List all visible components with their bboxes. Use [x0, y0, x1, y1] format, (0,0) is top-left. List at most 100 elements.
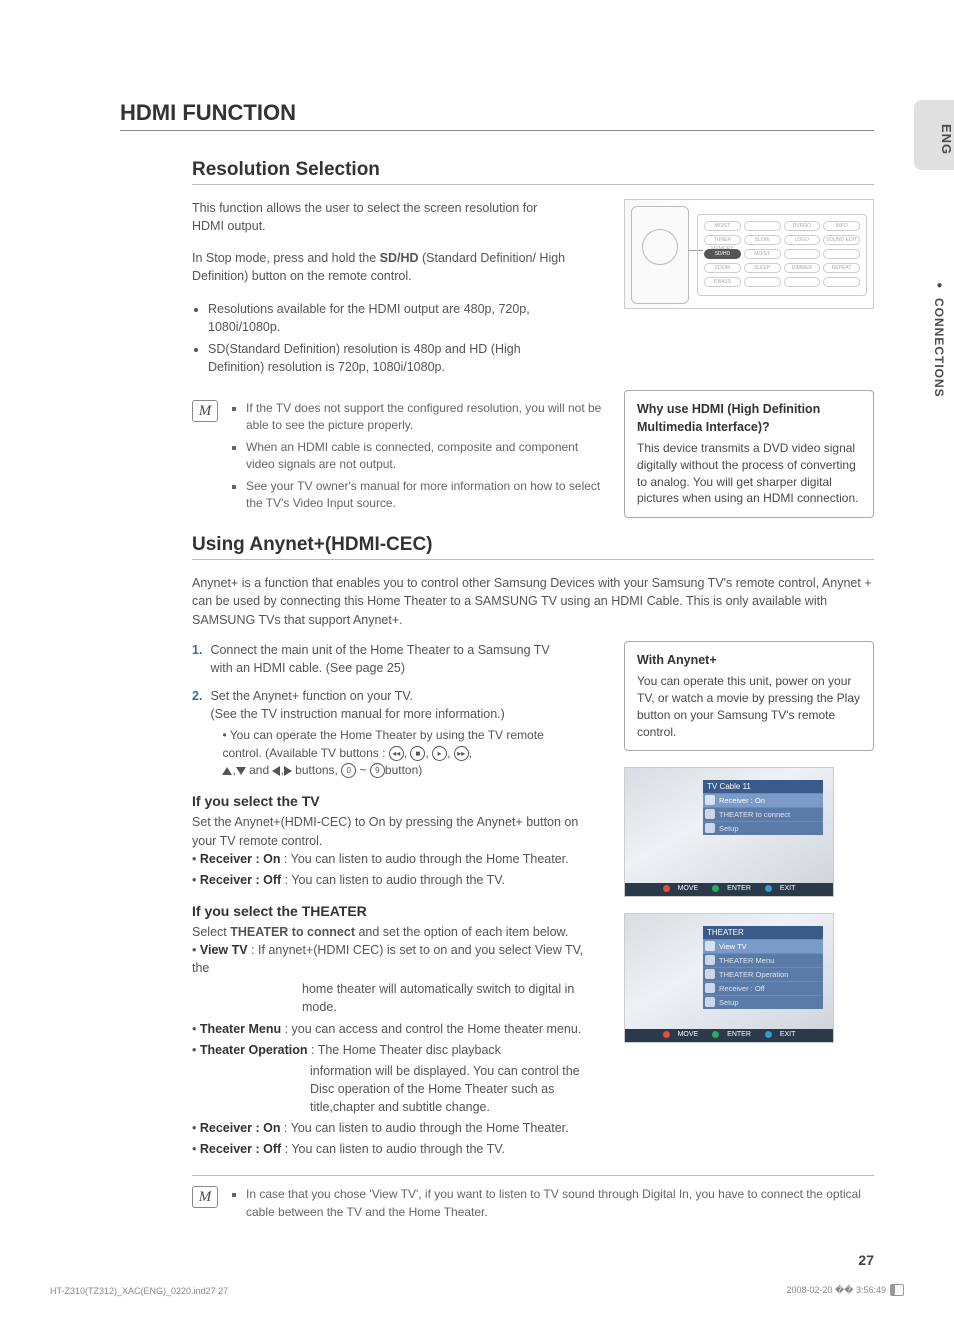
rb: DVRGO	[784, 221, 821, 231]
footer-date: 2008-02-20 �� 3:56:49	[786, 1285, 886, 1296]
final-note-row: M In case that you chose 'View TV', if y…	[192, 1186, 874, 1225]
step2-sub: You can operate the Home Theater by usin…	[210, 727, 562, 779]
rb	[744, 221, 781, 231]
sdhd-label: SD/HD	[380, 251, 419, 265]
footer-right: 2008-02-20 �� 3:56:49	[786, 1284, 904, 1296]
green-dot-icon	[712, 885, 719, 892]
anynet-intro: Anynet+ is a function that enables you t…	[192, 574, 874, 628]
lbl: Receiver : Off	[200, 1142, 281, 1156]
blue-dot-icon	[765, 1031, 772, 1038]
menu2-row-2: THEATER Menu	[703, 953, 823, 967]
t: Off	[755, 984, 765, 993]
rewind-icon: ◂◂	[389, 746, 404, 761]
menu1-nav: MOVE ENTER EXIT	[625, 883, 833, 896]
t: button)	[385, 763, 422, 777]
rb	[784, 277, 821, 287]
num0-icon: 0	[341, 763, 356, 778]
note-icon: M	[192, 400, 218, 422]
menu2-nav: MOVE ENTER EXIT	[625, 1029, 833, 1042]
rb: REPEAT	[823, 263, 860, 273]
t: Select	[192, 925, 230, 939]
rb	[744, 277, 781, 287]
rb: INFO	[823, 221, 860, 231]
rb	[823, 277, 860, 287]
rb: SOUND EDIT	[823, 235, 860, 245]
th-item-2: • Theater Menu : you can access and cont…	[192, 1020, 604, 1038]
res-intro1: This function allows the user to select …	[192, 199, 572, 235]
th-item-4: • Receiver : On : You can listen to audi…	[192, 1119, 604, 1137]
res-note-list: If the TV does not support the configure…	[228, 400, 604, 516]
t: buttons,	[295, 763, 338, 777]
t: In Stop mode, press and hold the	[192, 251, 380, 265]
rb: SLEEP	[744, 263, 781, 273]
res-note-2: When an HDMI cable is connected, composi…	[246, 439, 604, 474]
step-1: 1. Connect the main unit of the Home The…	[192, 641, 562, 677]
t: : You can listen to audio through the Ho…	[280, 852, 568, 866]
num9-icon: 9	[370, 763, 385, 778]
tv-menu-2: THEATER View TV THEATER Menu THEATER Ope…	[703, 926, 823, 1009]
right-icon	[284, 766, 292, 776]
step-num: 1.	[192, 641, 202, 677]
anynet-right: With Anynet+ You can operate this unit, …	[624, 641, 874, 1162]
remote-illustration: MO/STDVRGOINFO TUNER MEMORYSLOWLOGOSOUND…	[624, 199, 874, 309]
t: : You can listen to audio through the TV…	[281, 1142, 505, 1156]
resolution-text: This function allows the user to select …	[192, 199, 604, 390]
remote-buttons-panel: MO/STDVRGOINFO TUNER MEMORYSLOWLOGOSOUND…	[697, 214, 867, 296]
footer-left: HT-Z310(TZ312)_XAC(ENG)_0220.ind27 27	[50, 1286, 228, 1296]
swatch-icon	[890, 1284, 904, 1296]
section-anynet-title: Using Anynet+(HDMI-CEC)	[192, 534, 874, 560]
th-item-1b: home theater will automatically switch t…	[192, 980, 604, 1016]
t: : You can listen to audio through the TV…	[281, 873, 505, 887]
rb	[823, 249, 860, 259]
t: Setup	[719, 998, 739, 1007]
anynet-callout: With Anynet+ You can operate this unit, …	[624, 641, 874, 752]
anynet-body: Anynet+ is a function that enables you t…	[192, 574, 874, 1225]
hdmi-callout-body: This device transmits a DVD video signal…	[637, 440, 861, 507]
menu2-row-1: View TV	[703, 939, 823, 953]
menu2-title: THEATER	[703, 926, 823, 939]
page-number: 27	[858, 1252, 874, 1268]
menu2-row-5: Setup	[703, 995, 823, 1009]
res-notes: M If the TV does not support the configu…	[192, 400, 604, 516]
tv-item-1: • Receiver : On : You can listen to audi…	[192, 850, 604, 868]
t: THEATER to connect	[230, 925, 355, 939]
lbl: Receiver : On	[200, 852, 281, 866]
anynet-callout-title: With Anynet+	[637, 652, 861, 670]
res-note-3: See your TV owner's manual for more info…	[246, 478, 604, 513]
ffwd-icon: ▸▸	[454, 746, 469, 761]
th-item-1: • View TV : If anynet+(HDMI CEC) is set …	[192, 941, 604, 977]
res-note-1: If the TV does not support the configure…	[246, 400, 604, 435]
page-title: HDMI FUNCTION	[120, 100, 874, 131]
lbl: Receiver : On	[200, 1121, 281, 1135]
t: MOVE	[678, 1031, 699, 1038]
hdmi-callout: Why use HDMI (High Definition Multimedia…	[624, 390, 874, 518]
t: MOVE	[678, 885, 699, 892]
step-num: 2.	[192, 687, 202, 779]
t: THEATER Menu	[719, 956, 774, 965]
menu-icon	[705, 983, 715, 993]
t: THEATER to connect	[719, 810, 790, 819]
rb: TUNER MEMORY	[704, 235, 741, 245]
res-notes-row: M If the TV does not support the configu…	[192, 390, 874, 534]
menu1-row-3: Setup	[703, 821, 823, 835]
step-text: Connect the main unit of the Home Theate…	[210, 641, 562, 677]
up-icon	[222, 767, 232, 775]
t: THEATER Operation	[719, 970, 788, 979]
lbl: Theater Operation	[200, 1043, 308, 1057]
menu1-row-1: Receiver : On	[703, 793, 823, 807]
sdhd-button: SD/HD	[704, 249, 741, 259]
tv-def-list: • Receiver : On : You can listen to audi…	[192, 850, 604, 889]
theater-def-list: • View TV : If anynet+(HDMI CEC) is set …	[192, 941, 604, 1158]
menu1-row-2: THEATER to connect	[703, 807, 823, 821]
down-icon	[236, 767, 246, 775]
tv-menu-screenshot-2: THEATER View TV THEATER Menu THEATER Ope…	[624, 913, 834, 1043]
t: : If anynet+(HDMI CEC) is set to on and …	[192, 943, 583, 975]
t: Set the Anynet+ function on your TV.	[210, 689, 413, 703]
anynet-steps: 1. Connect the main unit of the Home The…	[192, 641, 562, 780]
t: ENTER	[727, 1031, 751, 1038]
resolution-body: This function allows the user to select …	[192, 199, 874, 390]
lbl: Theater Menu	[200, 1022, 281, 1036]
t: On	[755, 796, 765, 805]
stop-icon: ■	[410, 746, 425, 761]
lang-tab: ENG	[914, 100, 954, 170]
